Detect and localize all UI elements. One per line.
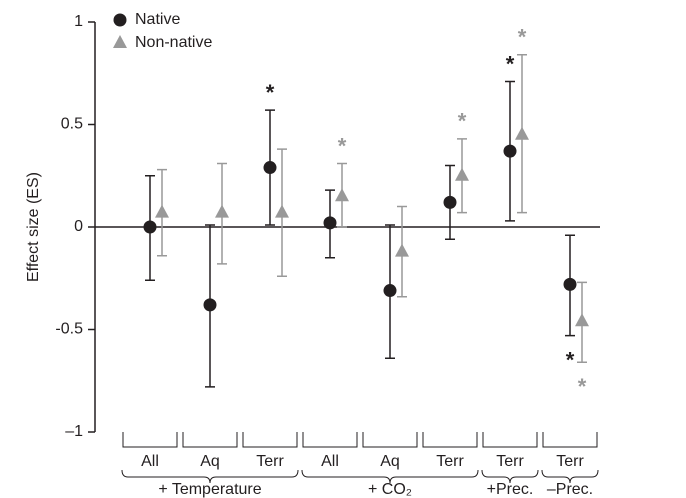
point [383, 284, 397, 298]
x-tick-label: Terr [256, 453, 284, 470]
point [143, 220, 157, 234]
point [335, 188, 349, 202]
x-tick-label: All [141, 453, 159, 470]
significance-star: * [578, 374, 587, 399]
group-bracket [121, 469, 299, 484]
y-tick-label: 0 [74, 218, 83, 235]
point [275, 204, 289, 218]
y-tick-label: 1 [74, 13, 83, 30]
legend-marker [113, 13, 127, 27]
y-tick-label: –1 [65, 423, 83, 440]
x-tick-label: All [321, 453, 339, 470]
significance-star: * [518, 25, 527, 50]
point [263, 161, 277, 175]
x-tick-label: Terr [556, 453, 584, 470]
point [515, 126, 529, 140]
y-tick-label: -0.5 [55, 321, 83, 338]
x-tick-label: Aq [200, 453, 220, 470]
y-axis-label: Effect size (ES) [25, 172, 42, 282]
x-tick-label: Terr [496, 453, 524, 470]
category-bracket [542, 432, 598, 448]
group-bracket [301, 469, 479, 484]
group-bracket [481, 469, 539, 484]
significance-star: * [506, 51, 515, 76]
significance-star: * [566, 347, 575, 372]
legend-label: Native [135, 11, 180, 28]
category-bracket [362, 432, 418, 448]
significance-star: * [338, 133, 347, 158]
x-tick-label: Aq [380, 453, 400, 470]
point [575, 313, 589, 327]
significance-star: * [266, 80, 275, 105]
point [443, 195, 457, 209]
point [563, 277, 577, 291]
significance-star: * [458, 109, 467, 134]
y-tick-label: 0.5 [61, 116, 83, 133]
point [215, 204, 229, 218]
category-bracket [122, 432, 178, 448]
category-bracket [482, 432, 538, 448]
point [203, 298, 217, 312]
group-label: + CO₂ [368, 481, 412, 498]
category-bracket [302, 432, 358, 448]
category-bracket [242, 432, 298, 448]
legend-marker [113, 35, 127, 48]
category-bracket [422, 432, 478, 448]
point [455, 167, 469, 181]
x-tick-label: Terr [436, 453, 464, 470]
legend-label: Non-native [135, 34, 212, 51]
point [155, 204, 169, 218]
group-label: +Prec. [487, 481, 534, 498]
point [323, 216, 337, 230]
group-label: + Temperature [158, 481, 261, 498]
point [395, 243, 409, 257]
group-label: –Prec. [547, 481, 593, 498]
point [503, 144, 517, 158]
category-bracket [182, 432, 238, 448]
group-bracket [541, 469, 599, 484]
